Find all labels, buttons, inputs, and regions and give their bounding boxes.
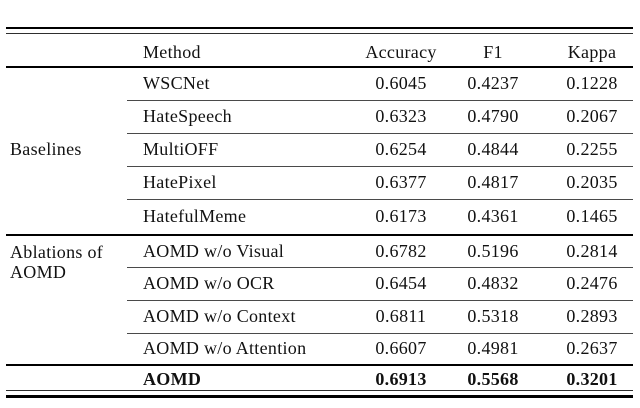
table-row: AOMD w/o Attention 0.6607 0.4981 0.2637	[0, 333, 640, 364]
method-cell: HateSpeech	[143, 106, 232, 126]
method-cell: WSCNet	[143, 73, 210, 93]
kappa-cell: 0.2035	[566, 172, 618, 192]
row-divider	[127, 133, 633, 134]
kappa-cell: 0.1228	[566, 73, 618, 93]
f1-cell: 0.5568	[467, 369, 519, 389]
accuracy-cell: 0.6811	[375, 306, 427, 326]
method-cell: AOMD	[143, 369, 202, 389]
method-cell: HatePixel	[143, 172, 217, 192]
accuracy-cell: 0.6782	[375, 241, 427, 261]
group-separator-rule	[6, 234, 633, 236]
kappa-cell: 0.2067	[566, 106, 618, 126]
table-row: HateSpeech 0.6323 0.4790 0.2067	[0, 100, 640, 133]
method-cell: AOMD w/o Context	[143, 306, 296, 326]
table-header-row: Method Accuracy F1 Kappa	[0, 37, 640, 67]
method-cell: AOMD w/o OCR	[143, 273, 275, 293]
kappa-cell: 0.3201	[566, 369, 618, 389]
row-divider	[127, 267, 633, 268]
bottom-rule-heavy	[6, 395, 633, 398]
accuracy-cell: 0.6454	[375, 273, 427, 293]
bottom-rule-light	[6, 390, 633, 391]
accuracy-cell: 0.6045	[375, 73, 427, 93]
row-divider	[127, 333, 633, 334]
f1-cell: 0.4361	[467, 206, 519, 226]
top-rule-light	[6, 33, 633, 34]
method-cell: MultiOFF	[143, 139, 219, 159]
group-label-baselines: Baselines	[10, 139, 82, 159]
f1-cell: 0.4844	[467, 139, 519, 159]
table-row: HatePixel 0.6377 0.4817 0.2035	[0, 166, 640, 199]
f1-cell: 0.5196	[467, 241, 519, 261]
method-cell: HatefulMeme	[143, 206, 247, 226]
row-divider	[127, 300, 633, 301]
f1-cell: 0.4981	[467, 338, 519, 358]
accuracy-cell: 0.6607	[375, 338, 427, 358]
aomd-top-rule	[6, 364, 633, 366]
header-bottom-rule	[6, 66, 633, 68]
column-header-f1: F1	[483, 41, 503, 62]
kappa-cell: 0.2814	[566, 241, 618, 261]
f1-cell: 0.4237	[467, 73, 519, 93]
table-row: HatefulMeme 0.6173 0.4361 0.1465	[0, 199, 640, 234]
accuracy-cell: 0.6377	[375, 172, 427, 192]
accuracy-cell: 0.6323	[375, 106, 427, 126]
column-header-method: Method	[143, 41, 201, 62]
kappa-cell: 0.2476	[566, 273, 618, 293]
row-divider	[127, 199, 633, 200]
kappa-cell: 0.1465	[566, 206, 618, 226]
table-row: AOMD w/o Visual 0.6782 0.5196 0.2814	[0, 236, 640, 267]
table-row: AOMD w/o OCR 0.6454 0.4832 0.2476	[0, 267, 640, 300]
f1-cell: 0.4817	[467, 172, 519, 192]
method-cell: AOMD w/o Attention	[143, 338, 307, 358]
f1-cell: 0.5318	[467, 306, 519, 326]
accuracy-cell: 0.6254	[375, 139, 427, 159]
kappa-cell: 0.2255	[566, 139, 618, 159]
row-divider	[127, 100, 633, 101]
table-row-aomd: AOMD 0.6913 0.5568 0.3201	[0, 367, 640, 392]
group-label-ablations: Ablations of AOMD	[10, 242, 104, 282]
column-header-accuracy: Accuracy	[365, 41, 437, 62]
table-row: MultiOFF 0.6254 0.4844 0.2255	[0, 133, 640, 166]
method-cell: AOMD w/o Visual	[143, 241, 285, 261]
row-divider	[127, 166, 633, 167]
kappa-cell: 0.2893	[566, 306, 618, 326]
top-rule-heavy	[6, 27, 633, 29]
kappa-cell: 0.2637	[566, 338, 618, 358]
table-row: AOMD w/o Context 0.6811 0.5318 0.2893	[0, 300, 640, 333]
f1-cell: 0.4832	[467, 273, 519, 293]
column-header-kappa: Kappa	[567, 41, 617, 62]
table-row: WSCNet 0.6045 0.4237 0.1228	[0, 67, 640, 100]
f1-cell: 0.4790	[467, 106, 519, 126]
accuracy-cell: 0.6913	[375, 369, 427, 389]
accuracy-cell: 0.6173	[375, 206, 427, 226]
